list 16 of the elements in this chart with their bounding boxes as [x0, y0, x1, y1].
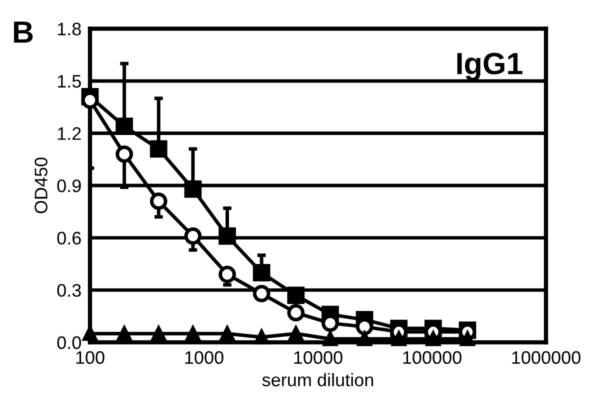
text: B — [14, 22, 33, 43]
x-tick-label: 1000000 — [512, 351, 580, 364]
y-tick-label: 0.9 — [57, 179, 81, 192]
y-axis-title: OD450 — [34, 158, 48, 214]
y-tick-label: 0.6 — [57, 232, 81, 245]
x-tick-label: 10000 — [294, 351, 342, 364]
x-tick-label: 1000 — [185, 351, 224, 364]
y-tick-label: 1.2 — [58, 127, 81, 140]
y-tick-label: 0.3 — [57, 284, 81, 297]
y-tick-label: 1.5 — [58, 75, 81, 88]
y-tick-label: 0.0 — [57, 336, 81, 350]
y-tick-label: 1.8 — [58, 22, 81, 36]
x-axis-title: serum dilution — [262, 373, 374, 386]
x-tick-label: 100 — [76, 351, 104, 364]
x-tick-label: 100000 — [403, 351, 462, 364]
annotation: IgG1 — [457, 52, 522, 81]
